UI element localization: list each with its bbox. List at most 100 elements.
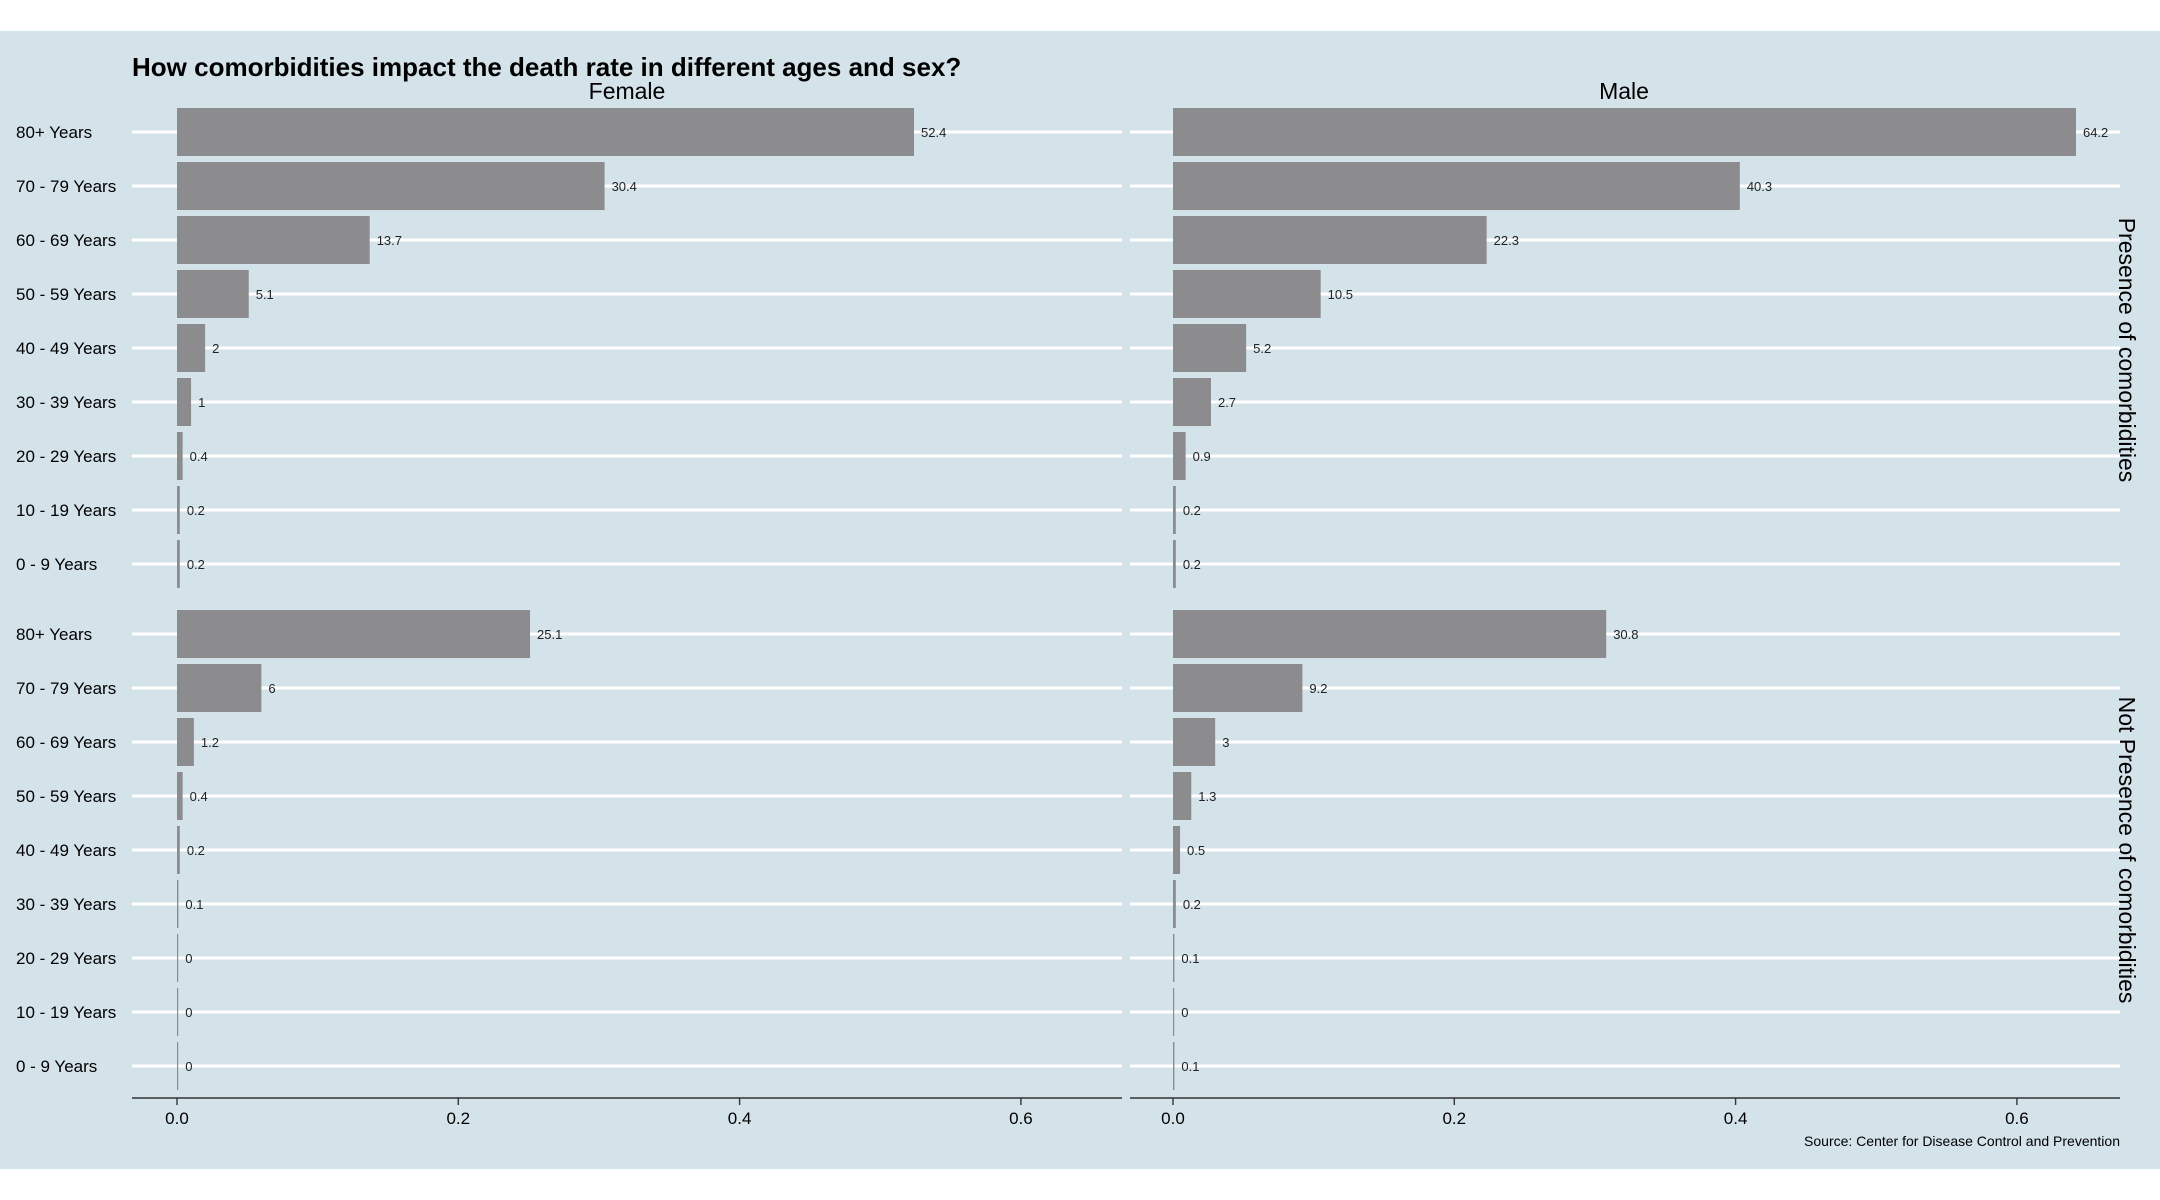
bar-value-label: 0.1 [185,897,203,912]
category-label: 20 - 29 Years [16,949,116,968]
bar [177,1042,179,1090]
bar-value-label: 30.4 [612,179,637,194]
bar [177,540,180,588]
category-label: 60 - 69 Years [16,231,116,250]
bar-value-label: 0 [185,951,192,966]
bar-value-label: 0.2 [1183,557,1201,572]
category-label: 0 - 9 Years [16,1057,97,1076]
bar [1173,934,1175,982]
bar-value-label: 2.7 [1218,395,1236,410]
bar-value-label: 0.2 [1183,897,1201,912]
category-label: 50 - 59 Years [16,787,116,806]
row-strip-presence: Presence of comorbidities [2114,218,2140,483]
category-label: 30 - 39 Years [16,895,116,914]
category-label: 30 - 39 Years [16,393,116,412]
bar-value-label: 9.2 [1309,681,1327,696]
bar [177,610,531,658]
bar [177,324,206,372]
chart-title: How comorbidities impact the death rate … [132,52,961,82]
bar-value-label: 13.7 [377,233,402,248]
bar [1173,718,1216,766]
category-label: 50 - 59 Years [16,285,116,304]
bar [1173,772,1192,820]
bar [1173,988,1175,1036]
bar-value-label: 0 [185,1059,192,1074]
bar [177,216,370,264]
bar-value-label: 5.1 [256,287,274,302]
bar [1173,324,1247,372]
bar [177,270,249,318]
bar [177,772,183,820]
bar [177,486,180,534]
x-tick-label: 0.6 [2005,1109,2029,1128]
x-tick-label: 0.6 [1009,1109,1033,1128]
category-label: 0 - 9 Years [16,555,97,574]
bar-value-label: 0.9 [1193,449,1211,464]
category-label: 10 - 19 Years [16,501,116,520]
bar [177,718,194,766]
bar [177,664,262,712]
bar-value-label: 0.2 [1183,503,1201,518]
bar-value-label: 30.8 [1613,627,1638,642]
bar [1173,216,1487,264]
bar-value-label: 0 [1181,1005,1188,1020]
bar [177,162,605,210]
bar [177,934,179,982]
bar [1173,610,1607,658]
bar-value-label: 0.4 [190,449,208,464]
bar [1173,270,1321,318]
bar-value-label: 22.3 [1494,233,1519,248]
category-label: 40 - 49 Years [16,841,116,860]
bar [177,432,183,480]
bar-value-label: 1.2 [201,735,219,750]
bar [177,988,179,1036]
bar [1173,664,1303,712]
category-label: 70 - 79 Years [16,679,116,698]
chart-caption: Source: Center for Disease Control and P… [1804,1133,2120,1149]
x-tick-label: 0.2 [446,1109,470,1128]
bar-value-label: 25.1 [537,627,562,642]
bar [1173,432,1186,480]
bar-value-label: 40.3 [1747,179,1772,194]
bar [177,826,180,874]
bar-value-label: 1.3 [1198,789,1216,804]
bar [1173,826,1181,874]
bar-value-label: 0.5 [1187,843,1205,858]
bar [1173,540,1176,588]
bar-value-label: 3 [1222,735,1229,750]
bar-value-label: 10.5 [1328,287,1353,302]
category-label: 80+ Years [16,625,92,644]
bar-value-label: 2 [212,341,219,356]
bar [177,108,915,156]
column-strip-female: Female [589,78,666,104]
bar-value-label: 0.4 [190,789,208,804]
x-tick-label: 0.0 [1161,1109,1185,1128]
category-label: 80+ Years [16,123,92,142]
bar-value-label: 1 [198,395,205,410]
category-label: 20 - 29 Years [16,447,116,466]
x-tick-label: 0.2 [1442,1109,1466,1128]
bar-value-label: 6 [268,681,275,696]
x-tick-label: 0.4 [728,1109,752,1128]
bar [177,880,179,928]
bar [1173,486,1176,534]
chart-marks: 52.430.413.75.1210.40.20.264.240.322.310… [16,108,2120,1128]
bar [1173,162,1740,210]
bar-value-label: 0.2 [187,503,205,518]
column-strip-male: Male [1599,78,1649,104]
bar [1173,880,1176,928]
category-label: 60 - 69 Years [16,733,116,752]
bar-value-label: 0 [185,1005,192,1020]
category-label: 40 - 49 Years [16,339,116,358]
bar [1173,108,2076,156]
bar-value-label: 0.2 [187,557,205,572]
bar-value-label: 52.4 [921,125,946,140]
bar-value-label: 0.1 [1181,1059,1199,1074]
bar [177,378,192,426]
category-label: 70 - 79 Years [16,177,116,196]
bar-value-label: 0.2 [187,843,205,858]
bar-value-label: 64.2 [2083,125,2108,140]
category-label: 10 - 19 Years [16,1003,116,1022]
bar-value-label: 0.1 [1181,951,1199,966]
